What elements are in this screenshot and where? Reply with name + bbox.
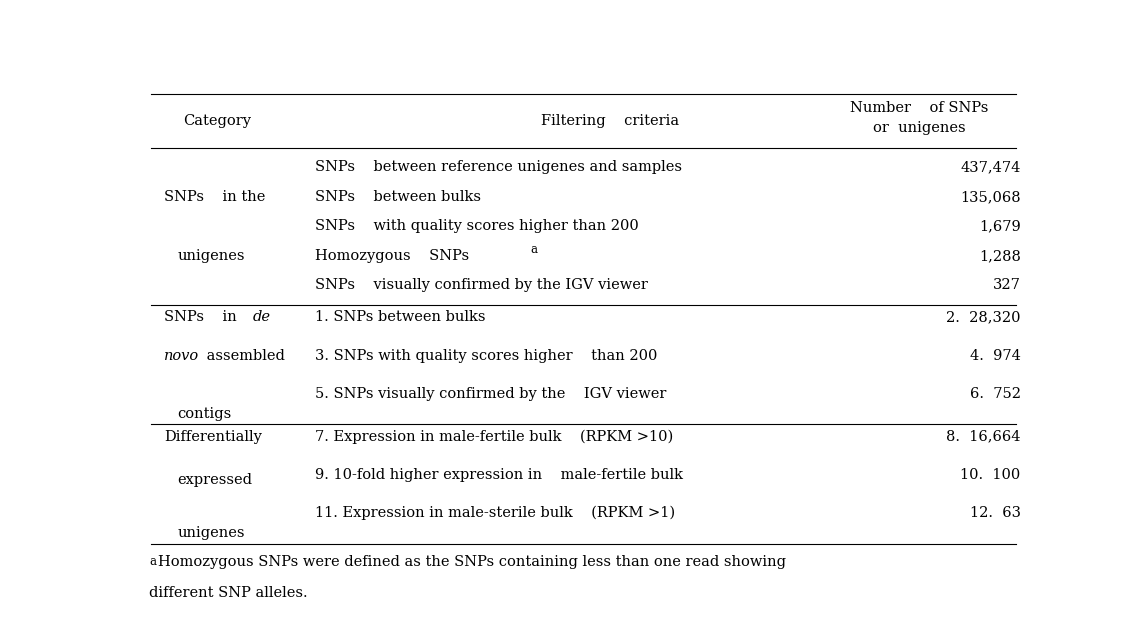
Text: Number    of SNPs: Number of SNPs	[850, 101, 989, 115]
Text: unigenes: unigenes	[178, 249, 245, 263]
Text: SNPs    in the: SNPs in the	[164, 190, 265, 204]
Text: unigenes: unigenes	[178, 526, 245, 540]
Text: 11. Expression in male-sterile bulk    (RPKM >1): 11. Expression in male-sterile bulk (RPK…	[314, 506, 674, 521]
Text: 8.  16,664: 8. 16,664	[947, 429, 1021, 443]
Text: 3. SNPs with quality scores higher    than 200: 3. SNPs with quality scores higher than …	[314, 348, 657, 362]
Text: assembled: assembled	[203, 348, 285, 362]
Text: 327: 327	[993, 278, 1021, 292]
Text: Category: Category	[183, 114, 252, 128]
Text: Differentially: Differentially	[164, 429, 262, 443]
Text: 1,679: 1,679	[978, 219, 1021, 234]
Text: a: a	[149, 554, 156, 568]
Text: SNPs    between reference unigenes and samples: SNPs between reference unigenes and samp…	[314, 160, 681, 174]
Text: 1. SNPs between bulks: 1. SNPs between bulks	[314, 310, 485, 324]
Text: a: a	[531, 243, 538, 256]
Text: different SNP alleles.: different SNP alleles.	[149, 586, 308, 600]
Text: 12.  63: 12. 63	[969, 507, 1021, 521]
Text: SNPs    in: SNPs in	[164, 310, 241, 324]
Text: or  unigenes: or unigenes	[872, 121, 966, 135]
Text: 7. Expression in male-fertile bulk    (RPKM >10): 7. Expression in male-fertile bulk (RPKM…	[314, 429, 673, 444]
Text: Filtering    criteria: Filtering criteria	[541, 114, 679, 128]
Text: 6.  752: 6. 752	[969, 387, 1021, 401]
Text: 4.  974: 4. 974	[969, 348, 1021, 362]
Text: de: de	[253, 310, 271, 324]
Text: SNPs    with quality scores higher than 200: SNPs with quality scores higher than 200	[314, 219, 638, 234]
Text: SNPs    visually confirmed by the IGV viewer: SNPs visually confirmed by the IGV viewe…	[314, 278, 647, 292]
Text: SNPs    between bulks: SNPs between bulks	[314, 190, 481, 204]
Text: Homozygous SNPs were defined as the SNPs containing less than one read showing: Homozygous SNPs were defined as the SNPs…	[158, 554, 786, 568]
Text: contigs: contigs	[178, 406, 232, 420]
Text: 2.  28,320: 2. 28,320	[947, 310, 1021, 324]
Text: expressed: expressed	[178, 473, 253, 487]
Text: 5. SNPs visually confirmed by the    IGV viewer: 5. SNPs visually confirmed by the IGV vi…	[314, 387, 666, 401]
Text: Homozygous    SNPs: Homozygous SNPs	[314, 249, 468, 263]
Text: 1,288: 1,288	[978, 249, 1021, 263]
Text: novo: novo	[164, 348, 199, 362]
Text: 437,474: 437,474	[960, 160, 1021, 174]
Text: 10.  100: 10. 100	[960, 468, 1021, 482]
Text: 135,068: 135,068	[960, 190, 1021, 204]
Text: 9. 10-fold higher expression in    male-fertile bulk: 9. 10-fold higher expression in male-fer…	[314, 468, 682, 482]
